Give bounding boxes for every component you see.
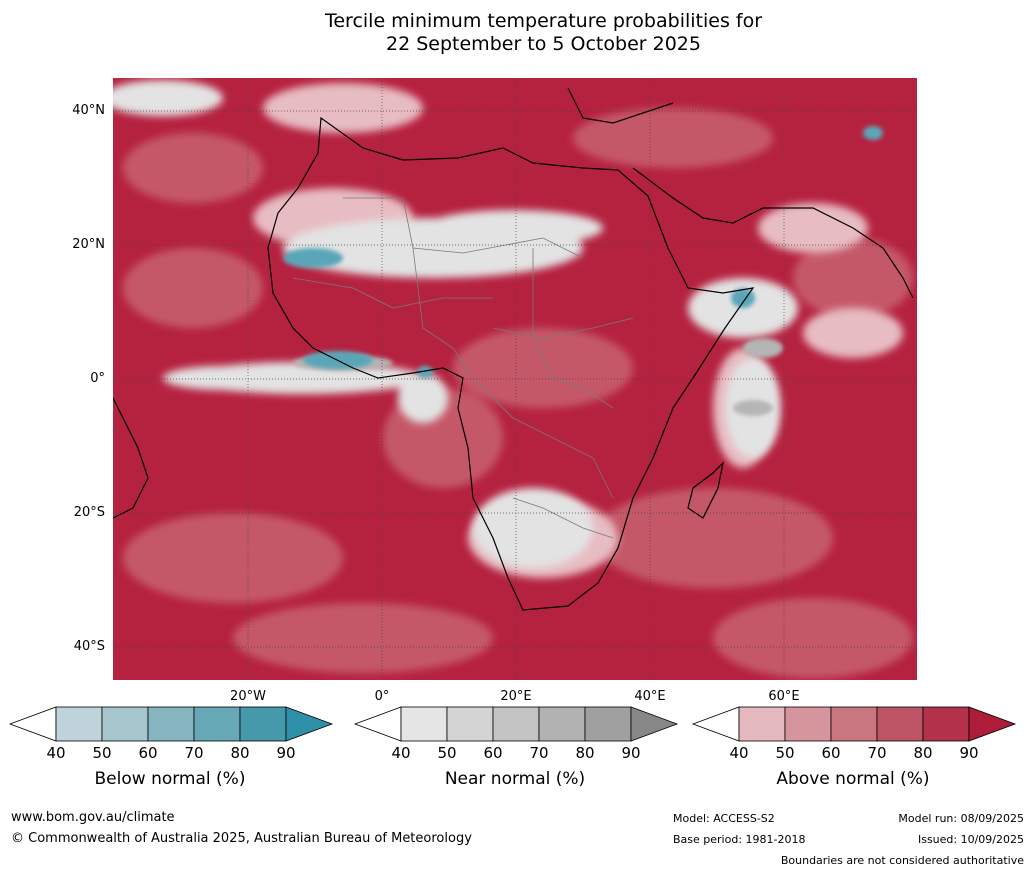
lon-label-20w: 20°W [230, 689, 266, 704]
colorbar-tick-label: 90 [621, 744, 641, 762]
colorbar-tick-label: 60 [138, 744, 158, 762]
lon-label-60e: 60°E [768, 689, 800, 704]
model-run-date: Model run: 08/09/2025 [898, 812, 1024, 825]
colorbar-tick-label: 60 [821, 744, 841, 762]
colorbar-min-arrow [353, 706, 402, 742]
colorbar-segment [830, 706, 878, 742]
colorbar-segment [55, 706, 103, 742]
graticule [113, 78, 917, 680]
colorbar-min-arrow [691, 706, 740, 742]
above-normal-label: Above normal (%) [776, 769, 930, 789]
model-name: Model: ACCESS-S2 [673, 812, 775, 825]
country-borders [292, 197, 634, 539]
colorbar-segment [922, 706, 970, 742]
lon-label-20e: 20°E [500, 689, 532, 704]
boundaries-disclaimer: Boundaries are not considered authoritat… [780, 854, 1024, 867]
colorbar-max-arrow [630, 706, 679, 742]
colorbars [8, 706, 1017, 742]
colorbar-tick-label: 60 [483, 744, 503, 762]
near-normal-label: Near normal (%) [444, 769, 586, 789]
lat-label-20n: 20°N [72, 237, 105, 252]
title-line-2: 22 September to 5 October 2025 [386, 33, 701, 55]
colorbar-segment [538, 706, 586, 742]
colorbar-segment [584, 706, 632, 742]
colorbar-segment [147, 706, 195, 742]
below-normal-label: Below normal (%) [94, 769, 246, 789]
colorbar-tick-label: 50 [437, 744, 457, 762]
colorbar-tick-label: 70 [529, 744, 549, 762]
forecast-map [113, 78, 917, 680]
colorbar-tick-label: 70 [184, 744, 204, 762]
website-link[interactable]: www.bom.gov.au/climate [11, 810, 175, 825]
colorbar-tick-label: 90 [959, 744, 979, 762]
colorbar-segment [400, 706, 448, 742]
colorbar-tick-label: 80 [230, 744, 250, 762]
colorbar-max-arrow [285, 706, 334, 742]
colorbar-segment [738, 706, 786, 742]
above-normal-light-regions [123, 108, 913, 678]
map-title: Tercile minimum temperature probabilitie… [0, 10, 1035, 56]
colorbar-min-arrow [8, 706, 57, 742]
colorbar-tick-label: 70 [867, 744, 887, 762]
colorbar-tick-label: 40 [729, 744, 749, 762]
colorbar-segment [784, 706, 832, 742]
near-normal-regions [113, 80, 798, 568]
issued-date: Issued: 10/09/2025 [917, 833, 1024, 846]
colorbar-tick-label: 50 [92, 744, 112, 762]
colorbar-tick-label: 40 [391, 744, 411, 762]
title-line-1: Tercile minimum temperature probabilitie… [324, 10, 763, 32]
colorbar-tick-label: 90 [276, 744, 296, 762]
colorbar-segment [492, 706, 540, 742]
lat-label-20s: 20°S [73, 505, 105, 520]
colorbar-tick-label: 50 [775, 744, 795, 762]
colorbar-segment [193, 706, 241, 742]
lon-label-0: 0° [374, 689, 390, 704]
lon-label-40e: 40°E [634, 689, 666, 704]
lat-label-40s: 40°S [73, 639, 105, 654]
base-period: Base period: 1981-2018 [673, 833, 806, 846]
colorbar-segment [239, 706, 287, 742]
colorbar-segment [876, 706, 924, 742]
lat-label-equator: 0° [90, 371, 105, 386]
lat-label-40n: 40°N [72, 103, 105, 118]
colorbar-tick-label: 80 [913, 744, 933, 762]
colorbar-segment [446, 706, 494, 742]
colorbar-tick-label: 40 [46, 744, 66, 762]
coastlines [113, 87, 914, 611]
colorbar-tick-label: 80 [575, 744, 595, 762]
colorbar-segment [101, 706, 149, 742]
copyright: © Commonwealth of Australia 2025, Austra… [11, 831, 472, 846]
colorbar-max-arrow [968, 706, 1017, 742]
